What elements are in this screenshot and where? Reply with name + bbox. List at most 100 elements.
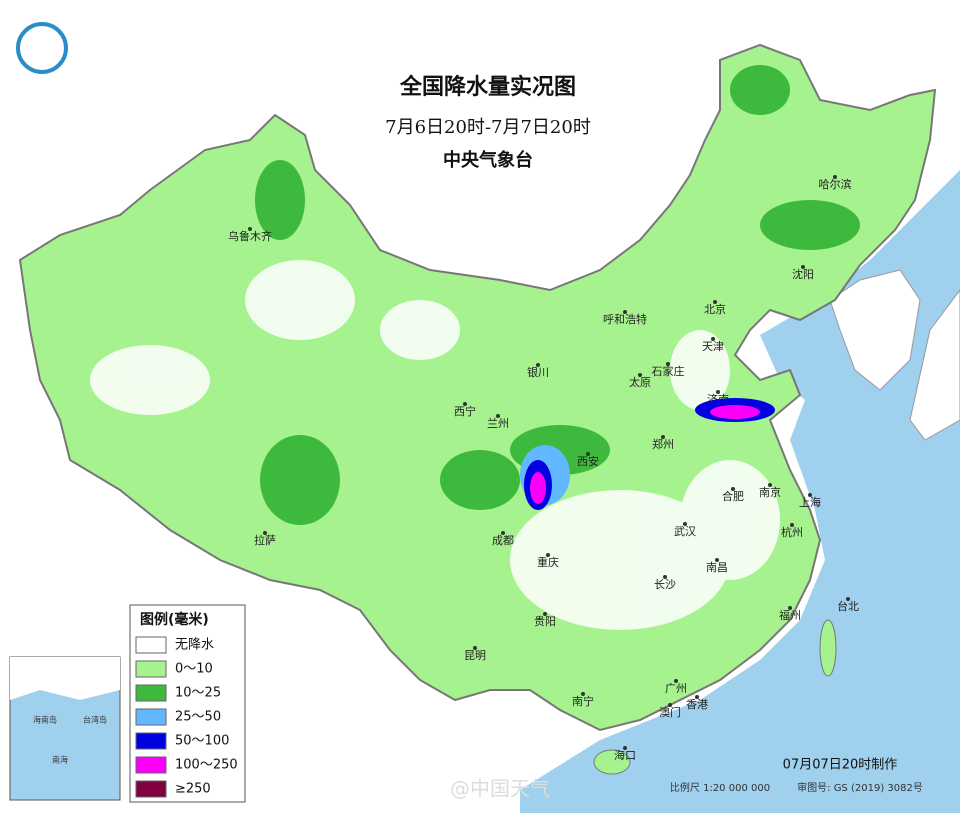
legend-swatch	[135, 684, 167, 702]
japan	[909, 289, 960, 441]
legend-label: 10～25	[175, 686, 221, 701]
city-dot	[808, 493, 812, 497]
city-dot	[731, 487, 735, 491]
city-dot	[536, 363, 540, 367]
city-label: 福州	[779, 608, 801, 622]
legend-swatch	[135, 732, 167, 750]
city-label: 西安	[577, 454, 599, 468]
city-label: 杭州	[781, 525, 803, 539]
heavy-rain	[255, 65, 860, 525]
korea	[829, 269, 921, 391]
city-dot	[623, 746, 627, 750]
city-dot	[695, 695, 699, 699]
city-dot	[463, 402, 467, 406]
legend-label: 无降水	[175, 638, 214, 653]
city-dot	[546, 553, 550, 557]
legend-label: 0～10	[175, 662, 213, 677]
city-label: 上海	[799, 495, 821, 509]
watermark: @中国天气	[450, 777, 550, 801]
city-label: 昆明	[464, 649, 486, 662]
legend-swatch	[135, 636, 167, 654]
inset-label: 南海	[52, 755, 68, 765]
scale: 比例尺 1:20 000 000	[670, 781, 770, 794]
city-label: 太原	[629, 376, 651, 389]
city-dot	[713, 300, 717, 304]
inset-label: 海南岛	[33, 715, 57, 725]
city-label: 澳门	[659, 705, 681, 719]
city-dot	[248, 227, 252, 231]
city-label: 天津	[702, 340, 724, 353]
title: 全国降水量实况图	[399, 74, 576, 100]
city-label: 乌鲁木齐	[228, 229, 272, 243]
city-dot	[788, 606, 792, 610]
city-label: 广州	[665, 682, 687, 695]
legend-swatch	[135, 756, 167, 774]
city-label: 拉萨	[254, 533, 276, 547]
city-label: 呼和浩特	[603, 312, 647, 326]
city-dot	[663, 575, 667, 579]
city-label: 台北	[837, 599, 859, 613]
taiwan	[819, 619, 837, 677]
city-label: 南昌	[706, 561, 728, 574]
dry-areas	[90, 230, 780, 630]
city-label: 香港	[686, 698, 708, 711]
city-label: 北京	[704, 302, 726, 316]
legend-title: 图例(毫米)	[140, 611, 209, 628]
city-dot	[790, 523, 794, 527]
inset-label: 台湾岛	[83, 715, 107, 725]
city-label: 成都	[492, 534, 514, 547]
city-label: 南京	[759, 485, 781, 499]
city-dot	[263, 531, 267, 535]
legend-label: ≥250	[175, 782, 211, 797]
city-label: 海口	[614, 748, 636, 762]
legend-label: 25～50	[175, 710, 221, 725]
city-label: 济南	[707, 392, 729, 406]
city-dot	[846, 597, 850, 601]
city-dot	[496, 414, 500, 418]
city-dot	[715, 558, 719, 562]
city-label: 石家庄	[652, 364, 685, 378]
city-label: 贵阳	[534, 615, 556, 628]
city-label: 沈阳	[792, 267, 814, 281]
city-dot	[501, 531, 505, 535]
city-dot	[716, 390, 720, 394]
city-label: 长沙	[654, 578, 676, 591]
hainan	[593, 749, 631, 775]
city-dot	[801, 265, 805, 269]
city-label: 哈尔滨	[819, 177, 852, 191]
city-dot	[668, 703, 672, 707]
city-dot	[623, 310, 627, 314]
city-label: 武汉	[674, 525, 696, 538]
city-dot	[473, 646, 477, 650]
legend-label: 100～250	[175, 758, 238, 773]
legend-swatch	[135, 708, 167, 726]
city-label: 南宁	[572, 694, 594, 708]
city-dot	[768, 483, 772, 487]
city-dot	[586, 452, 590, 456]
city-label: 兰州	[487, 417, 509, 430]
city-label: 银川	[527, 365, 549, 379]
city-dot	[674, 679, 678, 683]
city-dot	[666, 362, 670, 366]
made-time: 07月07日20时制作	[783, 758, 898, 773]
city-dot	[543, 612, 547, 616]
city-dot	[833, 175, 837, 179]
city-dot	[711, 337, 715, 341]
subtitle: 7月6日20时-7月7日20时	[385, 117, 591, 138]
inset-map	[9, 656, 121, 801]
legend-swatch	[135, 780, 167, 798]
city-label: 重庆	[537, 555, 559, 569]
city-dot	[661, 435, 665, 439]
approval: 审图号: GS (2019) 3082号	[797, 781, 923, 794]
city-dot	[683, 522, 687, 526]
agency: 中央气象台	[443, 149, 533, 171]
city-label: 西宁	[454, 404, 476, 418]
legend-label: 50～100	[175, 734, 229, 749]
city-dot	[581, 692, 585, 696]
city-label: 合肥	[722, 489, 744, 503]
logo	[16, 22, 68, 74]
city-label: 郑州	[652, 437, 674, 451]
legend-swatch	[135, 660, 167, 678]
city-dot	[638, 373, 642, 377]
